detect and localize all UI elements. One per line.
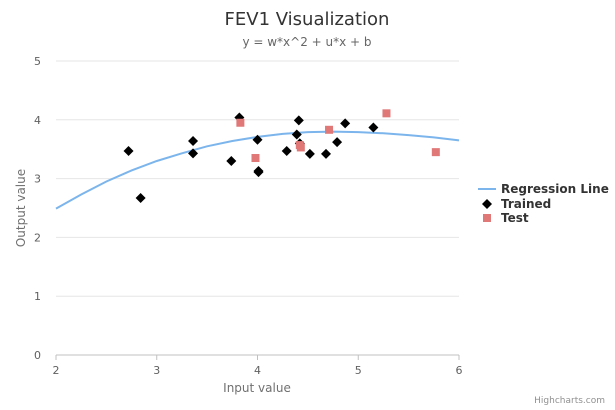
x-tick-label: 2	[53, 364, 60, 377]
y-tick-label: 4	[34, 114, 41, 127]
x-axis-title: Input value	[223, 381, 291, 395]
y-tick-label: 0	[34, 349, 41, 362]
test-point[interactable]	[236, 118, 245, 127]
plot-area	[55, 109, 460, 210]
trained-point[interactable]	[123, 145, 134, 156]
trained-point[interactable]	[332, 137, 343, 148]
y-tick-label: 5	[34, 55, 41, 68]
legend-label-regression-line: Regression Line	[501, 182, 609, 196]
trained-point[interactable]	[252, 134, 263, 145]
y-tick-label: 3	[34, 173, 41, 186]
y-axis-ticks: 0 1 2 3 4 5	[34, 55, 41, 362]
trained-point[interactable]	[304, 148, 315, 159]
credits-link[interactable]: Highcharts.com	[534, 396, 605, 406]
test-point[interactable]	[325, 125, 334, 134]
test-point[interactable]	[251, 154, 260, 163]
x-tick-label: 5	[355, 364, 362, 377]
x-tick-label: 4	[254, 364, 261, 377]
legend[interactable]: Regression Line Trained Test	[478, 182, 609, 225]
y-tick-label: 1	[34, 290, 41, 303]
chart-title: FEV1 Visualization	[225, 9, 390, 30]
legend-label-test: Test	[501, 211, 529, 225]
legend-square-icon	[483, 214, 491, 222]
trained-point[interactable]	[135, 193, 146, 204]
legend-label-trained: Trained	[501, 197, 551, 211]
trained-point[interactable]	[253, 167, 264, 178]
legend-item-trained[interactable]: Trained	[482, 197, 551, 211]
series-trained	[123, 112, 379, 204]
trained-point[interactable]	[293, 115, 304, 126]
test-point[interactable]	[382, 109, 391, 118]
trained-point[interactable]	[281, 145, 292, 156]
x-tick-label: 3	[153, 364, 160, 377]
trained-point[interactable]	[321, 148, 332, 159]
x-axis-ticks: 2 3 4 5 6	[53, 355, 463, 377]
chart-subtitle: y = w*x^2 + u*x + b	[242, 35, 371, 49]
trained-point[interactable]	[226, 155, 237, 166]
trained-point[interactable]	[368, 122, 379, 133]
legend-diamond-icon	[482, 199, 492, 209]
y-tick-label: 2	[34, 231, 41, 244]
trained-point[interactable]	[188, 135, 199, 146]
test-point[interactable]	[296, 143, 305, 152]
legend-item-test[interactable]: Test	[483, 211, 529, 225]
test-point[interactable]	[431, 148, 440, 157]
trained-point[interactable]	[188, 148, 199, 159]
y-axis-title: Output value	[14, 169, 28, 247]
x-tick-label: 6	[456, 364, 463, 377]
trained-point[interactable]	[340, 118, 351, 129]
legend-item-regression-line[interactable]: Regression Line	[478, 182, 609, 196]
grid-lines	[56, 60, 459, 356]
trained-point[interactable]	[291, 129, 302, 140]
series-test	[236, 109, 440, 163]
